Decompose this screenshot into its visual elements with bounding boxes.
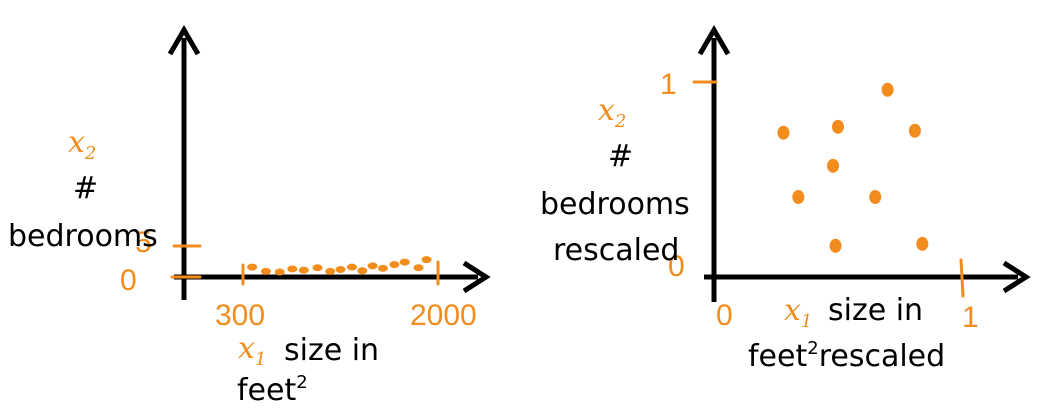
right-y-tick-bottom: 0 [668,250,685,283]
left-data-point-6 [312,264,323,272]
left-x-variable: x1 [238,331,266,370]
right-data-point-7 [869,190,882,205]
left-x-label-size: size in [284,333,379,368]
right-x-arrowhead [1002,260,1031,294]
right-x-label-size: size in [828,293,923,328]
right-y-label-rescaled: rescaled [553,233,679,268]
right-data-point-4 [908,123,921,138]
left-data-point-16 [421,256,432,264]
right-data-point-2 [832,119,844,134]
left-x-tick-high: 2000 [410,299,477,332]
left-data-point-2 [260,267,271,275]
right-data-point-3 [881,82,894,97]
left-y-tick-bottom: 0 [120,264,137,297]
left-x-arrowhead [462,260,491,294]
right-plot: 1 0 0 1 x2 # bedrooms rescaled x1 size i… [540,25,1031,374]
left-plot: 5 0 300 2000 x2 # bedrooms x1 size in fe… [8,25,491,408]
left-data-point-14 [399,258,410,266]
right-data-points [777,82,929,253]
left-data-point-13 [389,261,400,269]
left-data-point-3 [274,268,285,276]
left-data-point-4 [287,265,298,273]
left-data-point-15 [413,264,424,272]
left-y-label-hash: # [73,171,98,206]
right-y-variable: x2 [598,93,626,132]
right-data-point-5 [827,158,840,173]
right-x-label-feet: feet2rescaled [748,338,945,374]
left-data-point-5 [298,266,309,274]
left-y-tick-top: 5 [135,226,152,259]
left-x-tick-low: 300 [215,299,265,332]
left-y-label-bedrooms: bedrooms [8,219,158,254]
right-data-point-1 [777,125,790,140]
left-data-point-9 [346,263,357,271]
left-data-point-11 [367,262,378,270]
left-data-points [247,256,432,276]
right-x-tick-low: 0 [716,299,733,332]
left-data-point-7 [325,267,336,275]
left-data-point-10 [357,267,368,275]
right-x-tick-high: 1 [962,301,979,334]
right-data-point-6 [792,190,805,205]
right-y-tick-top: 1 [660,68,677,101]
right-x-variable: x1 [784,293,812,332]
right-y-arrowhead [697,25,731,56]
left-data-point-8 [335,266,346,274]
right-y-label-bedrooms: bedrooms [540,187,690,222]
left-y-variable: x2 [68,125,96,164]
left-data-point-1 [247,263,258,271]
right-data-point-8 [829,238,842,253]
right-data-point-9 [916,236,929,251]
left-data-point-12 [377,264,388,272]
right-y-label-hash: # [608,139,633,174]
left-x-label-feet: feet2 [237,372,308,408]
left-y-arrowhead [167,25,201,56]
right-x-tick-high-mark [959,258,965,298]
